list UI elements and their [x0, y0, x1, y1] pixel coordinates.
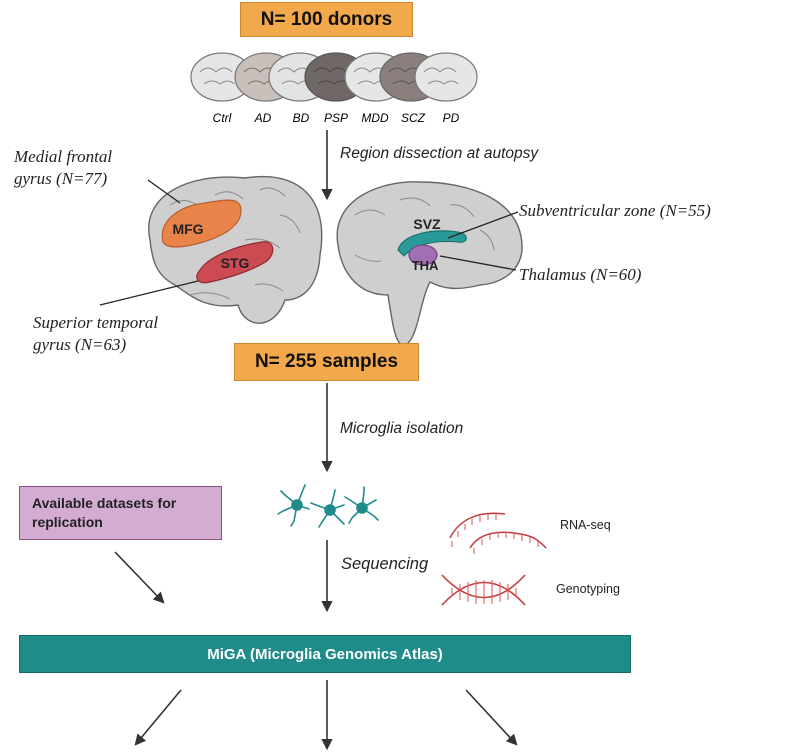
dissection-step-label: Region dissection at autopsy	[340, 145, 539, 162]
donors-box: N= 100 donors	[240, 2, 413, 37]
sequencing-step-label: Sequencing	[341, 555, 429, 573]
stg-region	[196, 241, 274, 284]
donor-label-bd: BD	[293, 111, 310, 125]
mfg-label-line2: gyrus (N=77)	[14, 169, 108, 188]
mfg-leader-line	[147, 179, 181, 204]
donor-label-scz: SCZ	[401, 111, 426, 125]
donor-label-psp: PSP	[324, 111, 348, 125]
rna-strand-icon	[449, 512, 547, 554]
mfg-abbr: MFG	[172, 221, 203, 237]
arrow-out-left	[134, 689, 182, 746]
mfg-region	[161, 199, 242, 248]
donor-label-ad: AD	[254, 111, 272, 125]
svz-label: Subventricular zone (N=55)	[519, 201, 711, 220]
isolation-step-label: Microglia isolation	[340, 420, 464, 437]
tha-leader-line	[439, 255, 517, 271]
replication-box: Available datasets for replication	[19, 486, 222, 540]
svz-abbr: SVZ	[413, 216, 441, 232]
arrow-out-right	[465, 689, 518, 746]
stg-label: Superior temporal gyrus (N=63)	[33, 312, 158, 356]
mfg-label-line1: Medial frontal	[14, 147, 113, 166]
arrow-replication	[114, 551, 165, 604]
donor-label-mdd: MDD	[361, 111, 389, 125]
donor-brains	[190, 52, 478, 102]
svz-leader-line	[447, 211, 519, 239]
miga-banner: MiGA (Microglia Genomics Atlas)	[19, 635, 631, 673]
samples-box: N= 255 samples	[234, 343, 419, 381]
stg-label-line1: Superior temporal	[33, 313, 159, 332]
dna-helix-icon	[441, 574, 526, 606]
donor-labels: Ctrl AD BD PSP MDD SCZ PD	[213, 111, 460, 125]
donor-label-ctrl: Ctrl	[213, 111, 232, 125]
rna-seq-label: RNA-seq	[560, 518, 611, 532]
microglia-icon	[277, 484, 379, 528]
tha-label: Thalamus (N=60)	[519, 265, 642, 284]
genotyping-label: Genotyping	[556, 582, 620, 596]
tha-region	[408, 244, 438, 266]
brain-icon	[414, 52, 478, 102]
stg-label-line2: gyrus (N=63)	[33, 335, 127, 354]
lateral-brain-icon	[148, 175, 323, 324]
mfg-label: Medial frontal gyrus (N=77)	[14, 146, 112, 190]
stg-leader-line	[99, 280, 199, 306]
donor-label-pd: PD	[443, 111, 460, 125]
medial-brain-icon	[336, 181, 523, 346]
tha-abbr: THA	[412, 258, 439, 273]
stg-abbr: STG	[221, 255, 250, 271]
